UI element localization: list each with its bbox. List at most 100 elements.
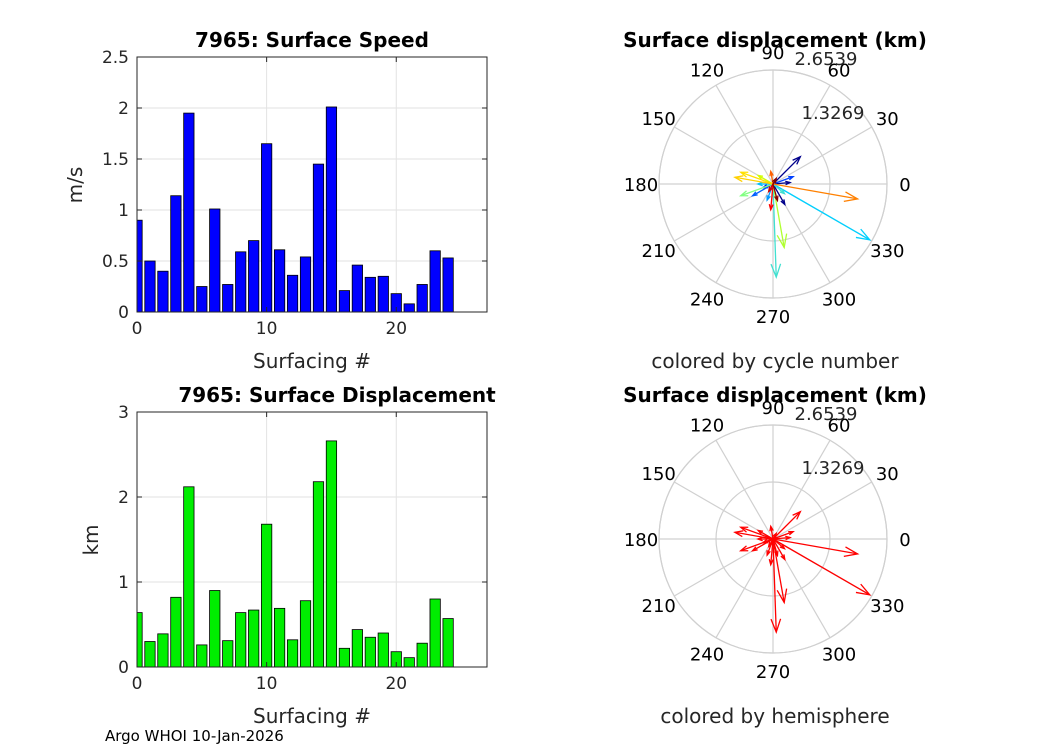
bar bbox=[286, 639, 299, 668]
bar bbox=[403, 657, 415, 668]
bar bbox=[442, 618, 454, 668]
bar bbox=[170, 195, 182, 313]
surface-displacement-chart: 7965: Surface Displacement 0 10 20 0 1 2 3 Su… bbox=[79, 383, 496, 728]
displacement-arrow bbox=[772, 176, 794, 185]
arrow-head bbox=[769, 524, 774, 532]
arrow-head bbox=[771, 531, 778, 539]
bar bbox=[299, 256, 312, 313]
arrow-head bbox=[779, 544, 786, 550]
radius-label: 1.3269 bbox=[802, 103, 865, 124]
radius-label: 2.6539 bbox=[795, 49, 858, 70]
y-tick-label: 2 bbox=[118, 99, 129, 119]
arrow-head bbox=[780, 199, 786, 207]
bar bbox=[144, 641, 156, 668]
angle-label: 150 bbox=[642, 109, 676, 130]
displacement-arrow bbox=[772, 531, 794, 540]
displacement-arrow bbox=[772, 538, 785, 603]
bar bbox=[209, 208, 221, 313]
arrow-head bbox=[738, 526, 749, 533]
bar bbox=[325, 106, 338, 313]
y-axis-ticks: 0 0.5 1 1.5 2 2.5 bbox=[102, 48, 487, 323]
displacement-arrow bbox=[740, 171, 774, 185]
bar bbox=[157, 633, 169, 668]
displacement-arrow bbox=[772, 183, 785, 248]
arrow-head bbox=[756, 174, 764, 180]
displacement-arrow bbox=[770, 183, 774, 210]
chart-title: Surface displacement (km) bbox=[623, 28, 927, 52]
bar bbox=[429, 250, 441, 313]
x-tick-label: 20 bbox=[385, 674, 407, 694]
angle-label: 210 bbox=[642, 241, 676, 262]
polar-displacement-hemisphere-chart: Surface displacement (km) 0 30 60 90 120 150 1… bbox=[623, 383, 927, 728]
x-axis-ticks: 0 10 20 bbox=[132, 412, 407, 694]
bar bbox=[377, 632, 389, 668]
displacement-arrow bbox=[772, 536, 791, 540]
chart-title: 7965: Surface Speed bbox=[195, 28, 429, 52]
angle-label: 0 bbox=[899, 530, 910, 551]
y-tick-label: 0 bbox=[118, 303, 129, 323]
radius-label: 1.3269 bbox=[802, 458, 865, 479]
bar bbox=[364, 276, 376, 313]
displacement-arrow bbox=[772, 538, 785, 550]
bar bbox=[235, 612, 247, 668]
angle-label: 30 bbox=[876, 109, 899, 130]
angle-label: 120 bbox=[690, 61, 724, 82]
arrow-head bbox=[776, 588, 788, 605]
displacement-arrow bbox=[752, 538, 774, 552]
arrow-head bbox=[768, 204, 774, 212]
arrow-head bbox=[750, 546, 758, 552]
arrow-head bbox=[776, 233, 788, 250]
bar bbox=[325, 440, 338, 668]
arrow-head bbox=[770, 263, 782, 280]
arrow-head bbox=[766, 195, 771, 202]
polar-displacement-cycle-chart: Surface displacement (km) 0 30 60 90 120 150 1… bbox=[623, 28, 927, 373]
arrow-head bbox=[785, 180, 793, 186]
bar bbox=[170, 596, 182, 668]
chart-title: 7965: Surface Displacement bbox=[178, 383, 496, 407]
arrow-head bbox=[855, 228, 872, 241]
axes-frame bbox=[136, 411, 488, 668]
bar bbox=[235, 251, 247, 313]
spoke-line bbox=[715, 439, 774, 540]
arrow-head bbox=[738, 190, 749, 197]
angle-label: 240 bbox=[690, 644, 724, 665]
displacement-arrow bbox=[772, 511, 801, 540]
bar bbox=[286, 274, 299, 313]
arrow-head bbox=[779, 189, 786, 195]
x-axis-label: Surfacing # bbox=[253, 704, 371, 728]
arrow-head bbox=[792, 510, 802, 520]
arrow-head bbox=[767, 541, 773, 549]
displacement-arrow bbox=[772, 538, 777, 633]
arrow-head bbox=[756, 529, 764, 535]
arrow-head bbox=[750, 191, 758, 197]
bar bbox=[261, 143, 273, 313]
bar bbox=[351, 629, 363, 668]
arrow-head bbox=[756, 536, 763, 542]
bar bbox=[364, 636, 376, 668]
displacement-arrow bbox=[772, 181, 791, 185]
arrow-head bbox=[855, 583, 872, 596]
angle-label: 330 bbox=[870, 241, 904, 262]
bar bbox=[136, 219, 143, 313]
displacement-arrow bbox=[772, 538, 779, 556]
angle-label: 150 bbox=[642, 464, 676, 485]
displacement-vectors bbox=[733, 155, 872, 280]
arrow-head bbox=[780, 554, 786, 562]
bar bbox=[261, 523, 273, 668]
x-tick-label: 10 bbox=[256, 319, 278, 339]
bar bbox=[299, 600, 312, 668]
angle-label: 30 bbox=[876, 464, 899, 485]
radius-labels: 1.3269 2.6539 bbox=[795, 49, 865, 124]
bar bbox=[274, 607, 286, 668]
displacement-arrow bbox=[772, 183, 785, 195]
arrow-head bbox=[766, 550, 771, 557]
angle-label: 300 bbox=[822, 644, 856, 665]
bar bbox=[144, 260, 156, 313]
angle-label: 180 bbox=[624, 175, 658, 196]
arrow-head bbox=[733, 530, 744, 538]
arrow-head bbox=[770, 618, 782, 635]
angle-label: 330 bbox=[870, 596, 904, 617]
displacement-arrow bbox=[772, 538, 858, 555]
displacement-arrow bbox=[772, 156, 801, 185]
bar bbox=[338, 290, 350, 313]
